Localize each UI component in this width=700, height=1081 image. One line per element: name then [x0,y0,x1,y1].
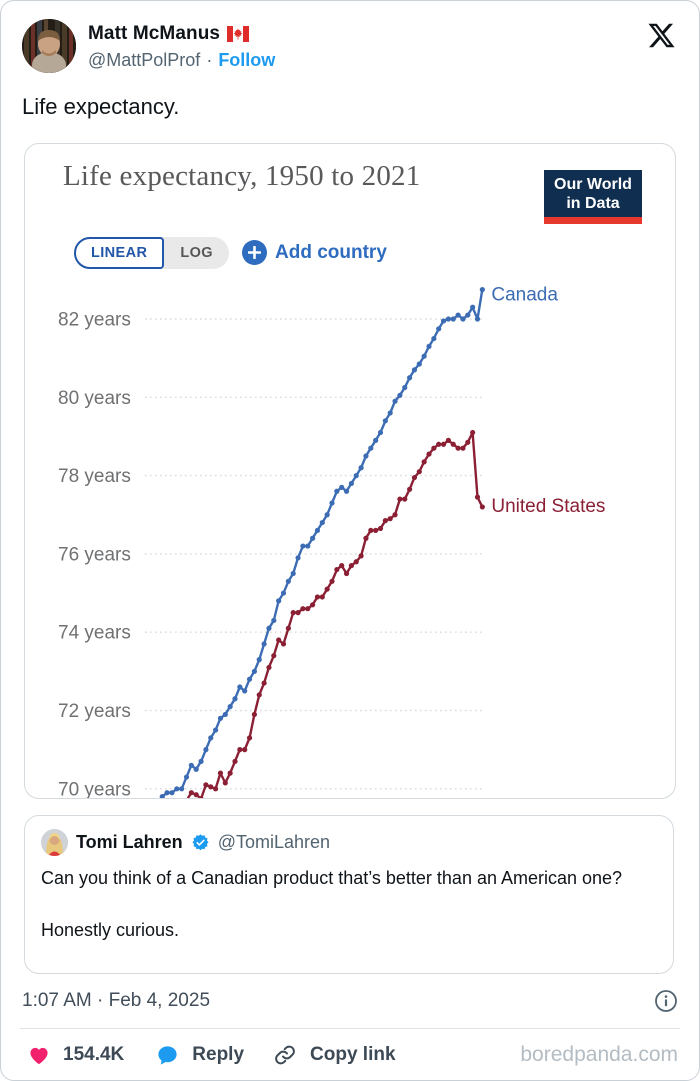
scale-toggle: LINEAR LOG [74,237,229,269]
svg-text:76 years: 76 years [58,544,131,565]
series-label: United States [491,496,605,517]
quoted-tweet-card[interactable]: Tomi Lahren @TomiLahren Can you think of… [24,815,674,974]
svg-text:74 years: 74 years [58,623,131,644]
avatar[interactable] [22,19,76,73]
log-button[interactable]: LOG [164,237,229,269]
timestamp[interactable]: 1:07 AM · Feb 4, 2025 [22,990,211,1011]
quoted-tweet-header: Tomi Lahren @TomiLahren [41,829,657,856]
chart-card: 82 years 80 years 78 years 76 years 74 years… [24,143,676,799]
meta-row: 1:07 AM · Feb 4, 2025 [22,989,678,1013]
divider [20,1028,680,1029]
quoted-avatar-image [41,829,68,856]
copy-link-label[interactable]: Copy link [310,1044,396,1065]
linear-button[interactable]: LINEAR [74,237,165,269]
svg-text:82 years: 82 years [58,310,131,331]
follow-button[interactable]: Follow [218,50,276,70]
chart-title: Life expectancy, 1950 to 2021 [63,160,421,192]
svg-text:78 years: 78 years [58,466,131,487]
quoted-author-handle[interactable]: @TomiLahren [217,832,331,852]
owid-logo-line2: in Data [566,194,620,212]
like-heart-icon[interactable] [27,1043,51,1067]
reply-label[interactable]: Reply [192,1044,245,1065]
quoted-avatar[interactable] [41,829,68,856]
svg-text:80 years: 80 years [58,388,131,409]
owid-logo-line1: Our World [554,175,632,193]
tweet-text: Life expectancy. [22,94,180,119]
author-handle[interactable]: @MattPolProf [88,50,201,70]
info-icon[interactable] [654,989,678,1013]
canada-flag-icon [227,26,250,42]
x-logo-icon[interactable] [647,21,676,50]
quoted-tweet-body: Can you think of a Canadian product that… [41,865,649,943]
plus-icon [242,240,267,265]
add-country-button[interactable]: Add country [242,240,387,265]
owid-logo[interactable]: Our World in Data [544,170,642,224]
add-country-label: Add country [275,241,387,263]
quoted-paragraph: Can you think of a Canadian product that… [41,868,623,888]
copy-link-icon[interactable] [273,1043,297,1067]
author-name[interactable]: Matt McManus [88,23,221,44]
svg-text:72 years: 72 years [58,701,131,722]
quoted-author-name[interactable]: Tomi Lahren [76,832,183,852]
action-bar: 154.4K Reply Copy link boredpanda.com [27,1040,678,1070]
quoted-paragraph: Honestly curious. [41,920,180,940]
reply-bubble-icon[interactable] [156,1044,179,1067]
handle-row: @MattPolProf · Follow [88,50,275,71]
chart-plot: 82 years 80 years 78 years 76 years 74 years… [58,285,605,798]
author-row: Matt McManus [88,23,250,45]
separator-dot: · [206,50,213,70]
verified-badge-icon [192,834,209,851]
watermark: boredpanda.com [520,1043,678,1066]
series-label: Canada [491,285,558,306]
svg-text:70 years: 70 years [58,779,131,798]
avatar-image [22,19,76,73]
like-count[interactable]: 154.4K [63,1044,125,1065]
